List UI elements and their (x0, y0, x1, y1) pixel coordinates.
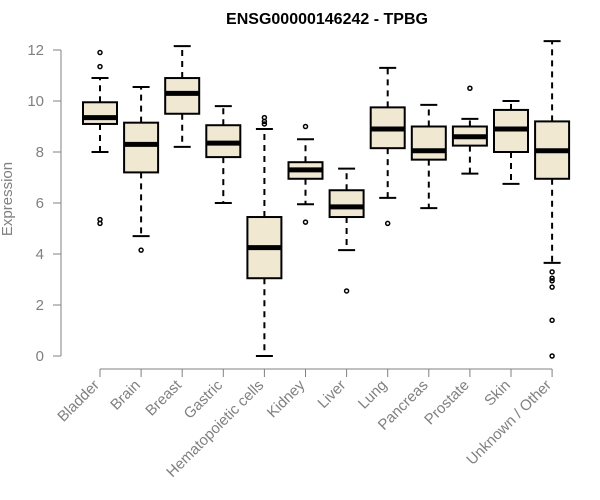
x-tick-label: Prostate (421, 377, 473, 429)
box-group (534, 40, 571, 359)
outlier-point (138, 247, 144, 253)
box-group (328, 167, 365, 294)
outlier-point (549, 317, 555, 324)
outlier-point (549, 353, 555, 359)
outlier-point (97, 63, 103, 70)
x-tick-label: Skin (481, 377, 514, 410)
x-tick-label: Liver (314, 377, 349, 412)
y-tick-label: 6 (36, 195, 44, 212)
outlier-point (467, 85, 473, 91)
y-tick-label: 10 (27, 93, 44, 110)
chart-title: ENSG00000146242 - TPBG (226, 11, 428, 28)
box-group (164, 45, 201, 148)
y-tick-label: 8 (36, 144, 44, 161)
outlier-point (343, 288, 350, 294)
y-axis-label: Expression (0, 162, 16, 236)
box-group (410, 103, 447, 210)
outlier-point (97, 220, 103, 227)
box-group (205, 105, 242, 204)
y-tick-label: 2 (36, 297, 44, 314)
y-tick-label: 0 (36, 348, 44, 365)
box (410, 125, 447, 161)
box (164, 77, 201, 115)
outlier-point (302, 123, 309, 130)
box-group (246, 114, 283, 357)
x-tick-label: Brain (107, 377, 144, 414)
boxes-layer (82, 40, 571, 359)
box-group (493, 100, 529, 185)
outlier-point (261, 118, 268, 125)
box-group (82, 49, 118, 227)
box-group (369, 66, 406, 227)
y-tick-label: 12 (27, 42, 44, 59)
outlier-point (549, 269, 555, 275)
outlier-point (549, 284, 555, 290)
box-group (123, 85, 160, 253)
x-tick-label: Breast (142, 376, 185, 419)
outlier-point (97, 49, 103, 56)
x-tick-label: Lung (355, 377, 391, 413)
box (82, 101, 118, 125)
box (123, 121, 160, 174)
box-group (451, 85, 488, 175)
outlier-point (384, 220, 391, 227)
outlier-point (549, 278, 555, 284)
x-tick-label: Kidney (264, 376, 309, 421)
box-group (287, 123, 324, 225)
box (328, 189, 365, 219)
outlier-point (261, 121, 268, 127)
outlier-point (302, 219, 309, 225)
outlier-point (549, 275, 555, 281)
x-tick-label: Bladder (54, 377, 103, 426)
y-tick-label: 4 (36, 246, 44, 263)
